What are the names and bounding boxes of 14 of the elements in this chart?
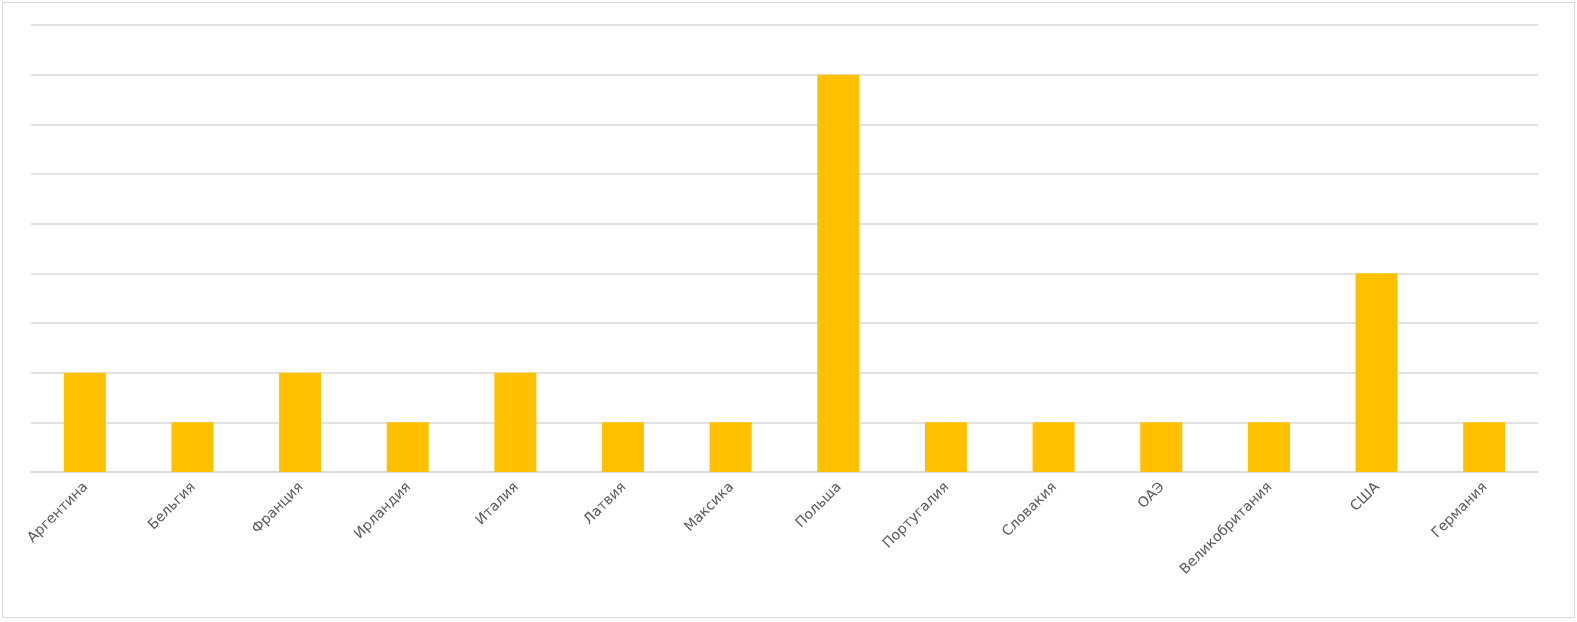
bar <box>1247 422 1290 472</box>
bar <box>817 74 860 472</box>
bar <box>709 422 752 472</box>
bar <box>602 422 645 472</box>
bar <box>1355 273 1398 472</box>
bar <box>171 422 214 472</box>
bar <box>63 372 106 472</box>
bar <box>1463 422 1506 472</box>
bar <box>386 422 429 472</box>
bar <box>279 372 322 472</box>
bar <box>1140 422 1183 472</box>
bar <box>494 372 537 472</box>
bar <box>924 422 967 472</box>
bar <box>1032 422 1075 472</box>
